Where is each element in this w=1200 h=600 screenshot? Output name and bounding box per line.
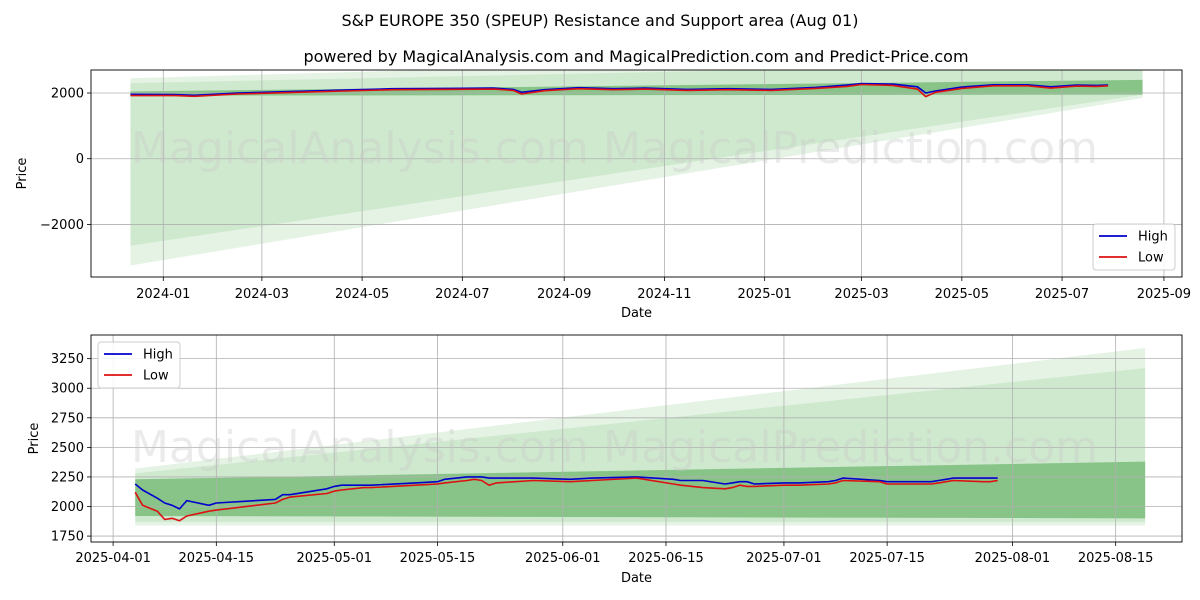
legend: High Low [97,341,181,389]
legend-label-low: Low [143,369,169,384]
x-tick-label: 2024-05 [335,287,389,302]
bottom-panel: 2025-04-01 2025-04-15 2025-05-01 2025-05-15… [27,334,1183,586]
x-tick-label: 2025-07 [1035,287,1089,302]
x-tick-label: 2024-03 [235,287,289,302]
x-tick-label: 2025-08-15 [1078,551,1154,566]
sr-band-3 [135,461,1146,519]
x-axis-label: Date [621,571,652,586]
x-tick-label: 2024-01 [136,287,190,302]
x-tick-label: 2025-09 [1137,287,1191,302]
y-tick-label: 2750 [51,411,84,426]
legend-label-high: High [143,348,173,363]
x-tick-label: 2024-07 [435,287,489,302]
plot-frame [90,69,1183,278]
y-axis-label: Price [15,158,30,190]
legend-label-low: Low [1138,251,1164,266]
x-tick-label: 2025-07-01 [746,551,822,566]
plot-frame [90,334,1183,543]
sr-band-2 [130,70,1143,246]
watermark-text: MagicalPrediction.com [603,123,1098,174]
x-tick-label: 2025-01 [737,287,791,302]
chart-title: S&P EUROPE 350 (SPEUP) Resistance and Su… [342,11,859,30]
x-tick-label: 2025-03 [834,287,888,302]
series-line-high [130,82,1109,97]
legend: High Low [1092,223,1176,271]
y-tick-label: 0 [76,152,84,167]
x-tick-label: 2025-04-01 [75,551,151,566]
sr-band-1 [130,70,1143,266]
x-tick-label: 2024-11 [637,287,691,302]
x-axis-label: Date [621,306,652,321]
y-tick-label: 2500 [51,441,84,456]
series-line-low [130,83,1109,98]
series-line-low [134,477,998,522]
y-tick-label: 3250 [51,352,84,367]
y-tick-label: 2250 [51,470,84,485]
y-axis-label: Price [27,423,42,455]
series-line-high [134,476,998,510]
watermark-text: MagicalPrediction.com [603,422,1098,473]
x-tick-label: 2024-09 [537,287,591,302]
watermark-text: MagicalAnalysis.com [131,422,589,473]
x-tick-label: 2025-06-15 [628,551,704,566]
y-tick-label: 3000 [51,382,84,397]
legend-label-high: High [1138,230,1168,245]
x-tick-label: 2025-05-15 [400,551,476,566]
x-tick-label: 2025-07-15 [849,551,925,566]
y-tick-label: −2000 [40,218,84,233]
watermark-text: MagicalAnalysis.com [131,123,589,174]
x-tick-label: 2025-05-01 [296,551,372,566]
x-tick-label: 2025-08-01 [975,551,1051,566]
y-tick-label: 1750 [51,530,84,545]
y-tick-label: 2000 [51,87,84,102]
x-tick-label: 2025-05 [935,287,989,302]
y-tick-label: 2000 [51,500,84,515]
chart-subtitle: powered by MagicalAnalysis.com and Magic… [303,47,968,66]
x-tick-label: 2025-06-01 [525,551,601,566]
top-panel: 2024-01 2024-03 2024-05 2024-07 2024-09 2024-… [15,69,1191,321]
x-tick-label: 2025-04-15 [179,551,255,566]
